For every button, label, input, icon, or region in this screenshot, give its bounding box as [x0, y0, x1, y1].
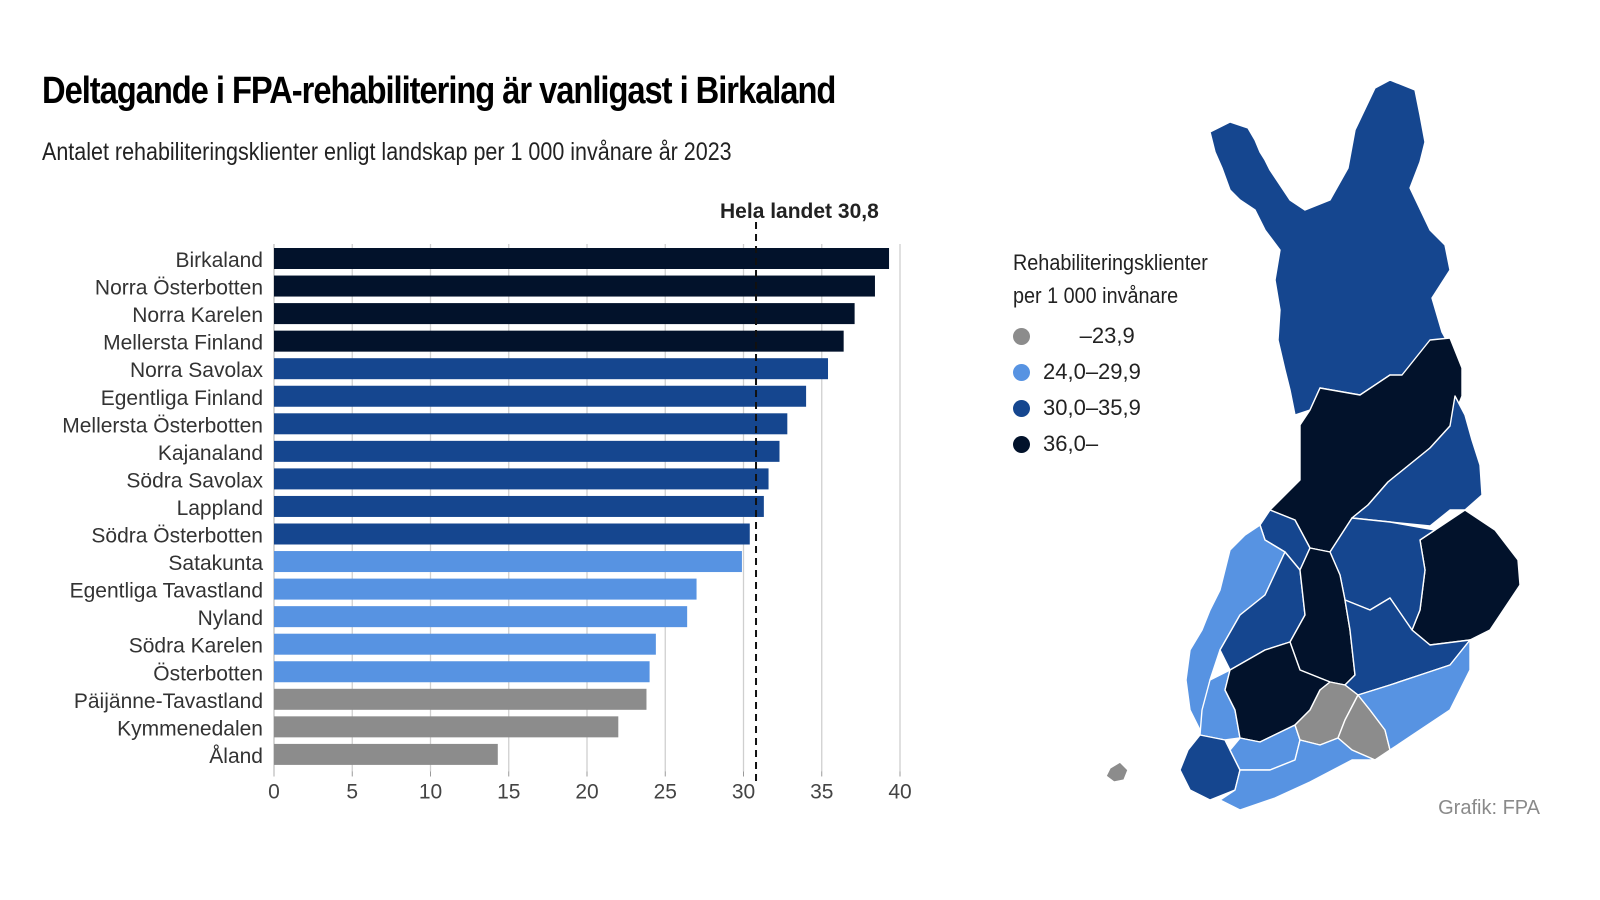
category-label: Satakunta	[168, 552, 263, 575]
bar	[274, 385, 807, 407]
bar	[274, 743, 498, 765]
category-label: Päijänne-Tavastland	[74, 690, 263, 713]
legend-item: –23,9	[1013, 318, 1229, 354]
x-tick-label: 0	[268, 780, 280, 803]
category-label: Åland	[209, 745, 263, 768]
legend-swatch-icon	[1013, 399, 1030, 417]
bar	[274, 633, 656, 655]
x-tick-label: 10	[419, 780, 442, 803]
bar	[274, 248, 890, 269]
bar	[274, 495, 764, 517]
map-legend: Rehabiliteringsklienter per 1 000 invåna…	[1013, 246, 1229, 462]
legend-label: 30,0–35,9	[1043, 395, 1141, 420]
category-label: Mellersta Finland	[103, 332, 263, 355]
bar	[274, 330, 844, 352]
category-label: Egentliga Tavastland	[70, 580, 263, 603]
bar	[274, 468, 769, 490]
category-label: Lappland	[177, 497, 263, 520]
legend-item: 36,0–	[1013, 426, 1229, 462]
category-label: Mellersta Österbotten	[62, 414, 263, 437]
category-label: Österbotten	[153, 662, 263, 685]
category-label: Södra Savolax	[126, 469, 263, 492]
national-average-label: Hela landet 30,8	[720, 200, 879, 223]
legend-label: 36,0–	[1043, 431, 1099, 456]
category-label: Kymmenedalen	[117, 717, 263, 740]
x-tick-label: 30	[732, 780, 755, 803]
x-tick-label: 35	[810, 780, 833, 803]
legend-title-line1: Rehabiliteringsklienter	[1013, 250, 1208, 275]
legend-swatch-icon	[1013, 327, 1030, 345]
region-sodra-karelen	[1357, 639, 1471, 751]
bar	[274, 661, 650, 683]
category-label: Norra Österbotten	[95, 277, 263, 300]
legend-label: 24,0–29,9	[1043, 359, 1141, 384]
chart-title: Deltagande i FPA-rehabilitering är vanli…	[42, 70, 836, 112]
region-kajanaland	[1351, 395, 1483, 527]
credit-text: Grafik: FPA	[1438, 797, 1540, 819]
bar	[274, 606, 688, 628]
bar	[274, 551, 742, 573]
category-label: Birkaland	[175, 249, 263, 272]
x-tick-label: 15	[497, 780, 520, 803]
finland-choropleth-map	[1105, 79, 1521, 811]
category-label: Norra Karelen	[132, 304, 263, 327]
bar	[274, 358, 829, 380]
category-label: Södra Österbotten	[91, 525, 263, 548]
x-tick-label: 5	[346, 780, 358, 803]
category-label: Södra Karelen	[129, 635, 263, 658]
legend-label: –23,9	[1043, 323, 1135, 348]
x-tick-label: 40	[888, 780, 911, 803]
legend-swatch-icon	[1013, 363, 1030, 381]
legend-swatch-icon	[1013, 435, 1030, 453]
category-label: Nyland	[198, 607, 263, 630]
bar	[274, 716, 619, 738]
category-label: Egentliga Finland	[101, 387, 263, 410]
bar	[274, 275, 875, 297]
legend-item: 24,0–29,9	[1013, 354, 1229, 390]
bar	[274, 303, 855, 325]
bar-chart: 0 5 10 15 20 25 30 35 40 Birkaland Norra Österbott…	[62, 200, 911, 803]
region-nyland	[1219, 737, 1376, 811]
region-egentliga-finland	[1179, 734, 1241, 801]
region-lappland	[1209, 79, 1463, 416]
bar	[274, 440, 780, 462]
legend-item: 30,0–35,9	[1013, 390, 1229, 426]
bar	[274, 688, 647, 710]
x-tick-label: 25	[654, 780, 677, 803]
bar	[274, 523, 750, 545]
category-label: Norra Savolax	[130, 359, 264, 382]
bar	[274, 578, 697, 600]
region-aland	[1105, 761, 1129, 783]
chart-subtitle: Antalet rehabiliteringsklienter enligt l…	[42, 138, 732, 166]
bar	[274, 413, 788, 435]
x-tick-label: 20	[575, 780, 598, 803]
legend-title-line2: per 1 000 invånare	[1013, 283, 1179, 308]
category-label: Kajanaland	[158, 442, 263, 465]
